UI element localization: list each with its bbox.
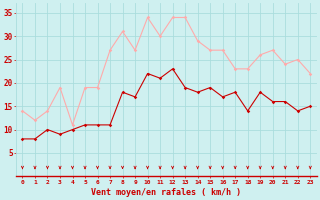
X-axis label: Vent moyen/en rafales ( km/h ): Vent moyen/en rafales ( km/h ) xyxy=(92,188,241,197)
